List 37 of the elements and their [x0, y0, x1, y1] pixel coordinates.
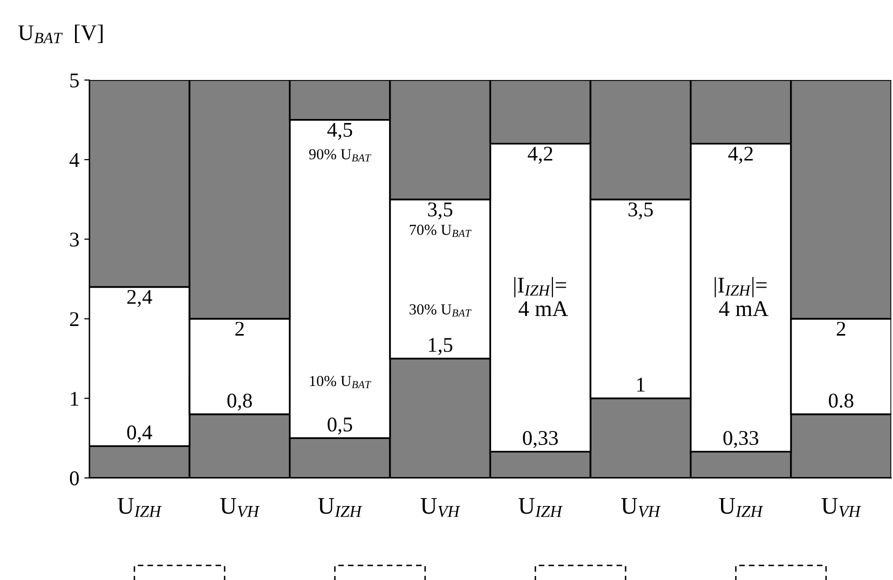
y-tick-label: 1 [70, 392, 78, 406]
annotation: |I$_{IZH}$|= 4 mA [514, 277, 568, 316]
annotation: |I$_{IZH}$|= 4 mA [714, 277, 768, 316]
y-tick-label: 0 [70, 471, 79, 486]
annotation: 3,5 [628, 202, 653, 220]
data-label: 1,5 [428, 338, 452, 355]
y-axis-title: U$_{BAT}$ [V] [18, 24, 103, 44]
annotation: 90% U$_{BAT}$ [309, 149, 372, 162]
x-tick-label: U$_{VH}$ [220, 498, 260, 518]
x-tick-label: U$_{IZH}$ [719, 498, 764, 517]
data-label: 1 [637, 378, 645, 392]
annotation: 2 [836, 322, 846, 336]
data-label: 0.8 [828, 394, 854, 408]
x-tick-label: U$_{VH}$ [621, 498, 661, 518]
data-label: 0,33 [522, 430, 558, 448]
annotation: 2,4 [127, 290, 152, 307]
x-tick-label: U$_{IZH}$ [318, 498, 362, 517]
annotation: 10% U$_{BAT}$ [310, 376, 372, 388]
x-tick-label: U$_{VH}$ [822, 498, 862, 518]
data-label: 0,5 [328, 417, 352, 435]
y-tick-label: 3 [70, 232, 79, 247]
y-tick-label: 2 [70, 312, 78, 326]
y-tick-label: 5 [70, 74, 79, 88]
annotation: 4,5 [327, 122, 352, 140]
data-label: 0,4 [127, 425, 152, 442]
data-label: 0,33 [723, 430, 758, 448]
data-label: 0,8 [227, 394, 252, 411]
annotation: 3,5 [428, 202, 452, 220]
annotation: 30% U$_{BAT}$ [410, 304, 472, 317]
annotation: 70% U$_{BAT}$ [410, 224, 472, 237]
x-tick-label: U$_{VH}$ [420, 498, 460, 518]
x-tick-label: U$_{IZH}$ [518, 498, 563, 517]
annotation: 4,2 [728, 146, 753, 164]
y-tick-label: 4 [70, 153, 80, 167]
annotation: 2 [235, 322, 244, 336]
x-tick-label: U$_{IZH}$ [118, 498, 162, 517]
annotation: 4,2 [528, 146, 552, 164]
